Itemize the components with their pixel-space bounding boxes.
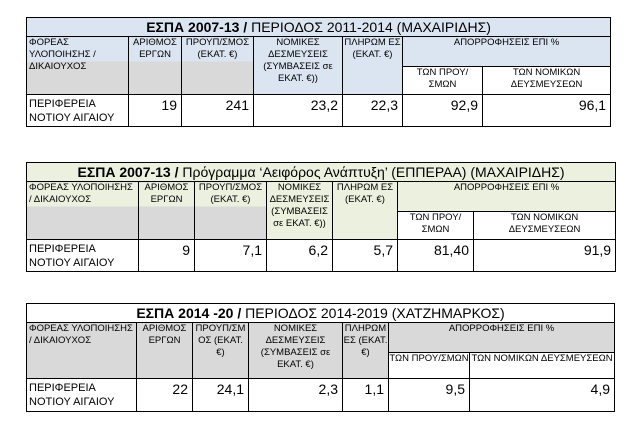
header-absorption: ΑΠΟΡΡΟΦΗΣΕΙΣ ΕΠΙ % xyxy=(401,36,612,67)
cell-projects: 9 xyxy=(138,239,195,272)
header-absorption: ΑΠΟΡΡΟΦΗΣΕΙΣ ΕΠΙ % xyxy=(396,181,617,212)
cell-budget: 7,1 xyxy=(194,239,267,272)
header-payments: ΠΛΗΡΩΜ ΕΣ (ΕΚΑΤ. €) xyxy=(332,181,398,240)
espa-table-2007-13-period: ΕΣΠΑ 2007-13 / ΠΕΡΙΟΔΟΣ 2011-2014 (ΜΑΧΑΙ… xyxy=(25,17,612,127)
table-title: ΕΣΠΑ 2014 -20 / ΠΕΡΙΟΔΟΣ 2014-2019 (ΧΑΤΖ… xyxy=(25,303,616,323)
header-commitments: ΝΟΜΙΚΕΣ ΔΕΣΜΕΥΣΕΙΣ (ΣΥΜΒΑΣΕΙΣ σε ΕΚΑΤ. €… xyxy=(253,36,343,95)
header-payments: ΠΛΗΡΩΜ ΕΣ (ΕΚΑΤ. €) xyxy=(342,36,403,95)
header-projects: ΑΡΙΘΜΟΣ ΕΡΓΩΝ xyxy=(136,322,193,379)
cell-abs-budget: 92,9 xyxy=(402,94,483,127)
header-commitments: ΝΟΜΙΚΕΣ ΔΕΣΜΕΥΣΕΙΣ (ΣΥΜΒΑΣΕΙΣ σε ΕΚΑΤ. €… xyxy=(266,181,333,240)
header-budget: ΠΡΟΥΠ/ΣΜΟΣ (ΕΚΑΤ. €) xyxy=(194,181,267,240)
cell-payments: 1,1 xyxy=(342,378,389,412)
header-budget: ΠΡΟΥΠ/ΣΜΟΣ (ΕΚΑΤ. €) xyxy=(181,36,254,95)
espa-table-2014-20-period: ΕΣΠΑ 2014 -20 / ΠΕΡΙΟΔΟΣ 2014-2019 (ΧΑΤΖ… xyxy=(25,303,616,412)
cell-commitments: 2,3 xyxy=(248,378,343,412)
header-abs-budget: ΤΩΝ ΠΡΟΥ/ΣΜΩΝ xyxy=(402,66,483,95)
header-abs-budget: ΤΩΝ ΠΡΟΥ/ΣΜΩΝ xyxy=(397,211,474,240)
header-org: ΦΟΡΕΑΣ ΥΛΟΠΟΙΗΣΗΣ / ΔΙΚΑΙΟΥΧΟΣ xyxy=(26,322,137,379)
cell-abs-budget: 9,5 xyxy=(388,378,470,412)
cell-abs-budget: 81,40 xyxy=(397,239,474,272)
header-abs-commitments: ΤΩΝ ΝΟΜΙΚΩΝ ΔΕΥΣΜΕΥΣΕΩΝ xyxy=(468,352,616,379)
header-payments: ΠΛΗΡΩΜ ΕΣ (ΕΚΑΤ. €) xyxy=(342,322,389,379)
cell-abs-commitments: 96,1 xyxy=(481,94,612,127)
header-budget: ΠΡΟΥΠ/ΣΜ ΟΣ (ΕΚΑΤ. €) xyxy=(192,322,249,379)
header-absorption: ΑΠΟΡΡΟΦΗΣΕΙΣ ΕΠΙ % xyxy=(387,322,616,353)
cell-payments: 5,7 xyxy=(332,239,398,272)
espa-table-2007-13-sustainable: ΕΣΠΑ 2007-13 / Πρόγραμμα ‘Αειφόρος Ανάπτ… xyxy=(25,162,617,272)
cell-budget: 241 xyxy=(181,94,254,127)
header-abs-commitments: ΤΩΝ ΝΟΜΙΚΩΝ ΔΕΥΣΜΕΥΣΕΩΝ xyxy=(481,66,612,95)
header-abs-budget: ΤΩΝ ΠΡΟΥ/ΣΜΩΝ xyxy=(388,352,470,379)
cell-payments: 22,3 xyxy=(342,94,403,127)
header-projects: ΑΡΙΘΜΟΣ ΕΡΓΩΝ xyxy=(138,181,195,240)
cell-commitments: 23,2 xyxy=(253,94,343,127)
header-commitments: ΝΟΜΙΚΕΣ ΔΕΣΜΕΥΣΕΙΣ (ΣΥΜΒΑΣΕΙΣ σε ΕΚΑΤ. €… xyxy=(248,322,343,379)
header-abs-commitments: ΤΩΝ ΝΟΜΙΚΩΝ ΔΕΥΣΜΕΥΣΕΩΝ xyxy=(472,211,617,240)
header-org: ΦΟΡΕΑΣ ΥΛΟΠΟΙΗΣΗΣ / ΔΙΚΑΙΟΥΧΟΣ xyxy=(26,181,139,240)
header-projects: ΑΡΙΘΜΟΣ ΕΡΓΩΝ xyxy=(128,36,182,95)
cell-commitments: 6,2 xyxy=(266,239,333,272)
table-title: ΕΣΠΑ 2007-13 / ΠΕΡΙΟΔΟΣ 2011-2014 (ΜΑΧΑΙ… xyxy=(25,17,612,37)
header-org: ΦΟΡΕΑΣ ΥΛΟΠΟΙΗΣΗΣ / ΔΙΚΑΙΟΥΧΟΣ xyxy=(26,36,129,95)
row-org: ΠΕΡΙΦΕΡΕΙΑ ΝΟΤΙΟΥ ΑΙΓΑΙΟΥ xyxy=(26,239,139,272)
cell-abs-commitments: 91,9 xyxy=(472,239,617,272)
table-title: ΕΣΠΑ 2007-13 / Πρόγραμμα ‘Αειφόρος Ανάπτ… xyxy=(25,162,617,182)
row-org: ΠΕΡΙΦΕΡΕΙΑ ΝΟΤΙΟΥ ΑΙΓΑΙΟΥ xyxy=(26,94,129,127)
cell-budget: 24,1 xyxy=(192,378,249,412)
cell-projects: 22 xyxy=(136,378,193,412)
cell-abs-commitments: 4,9 xyxy=(468,378,616,412)
row-org: ΠΕΡΙΦΕΡΕΙΑ ΝΟΤΙΟΥ ΑΙΓΑΙΟΥ xyxy=(26,378,137,412)
cell-projects: 19 xyxy=(128,94,182,127)
